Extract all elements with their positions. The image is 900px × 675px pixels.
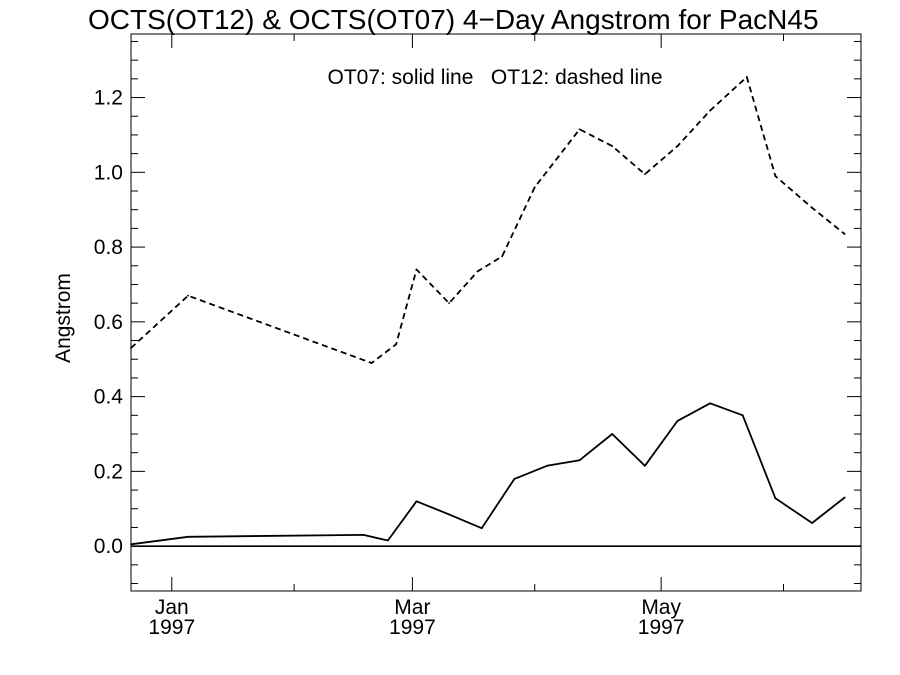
x-tick-year-label: 1997 bbox=[638, 616, 685, 639]
data-point bbox=[513, 477, 516, 480]
y-tick-label: 0.0 bbox=[94, 535, 123, 558]
data-point bbox=[370, 362, 373, 364]
y-tick-label: 1.2 bbox=[94, 87, 123, 110]
data-point bbox=[843, 233, 846, 235]
y-axis: 0.0 0.2 0.4 0.6 0.8 1.0 1.2 bbox=[94, 40, 861, 585]
data-point bbox=[843, 496, 846, 499]
x-tick-month-label: May bbox=[641, 596, 681, 619]
data-point bbox=[480, 527, 483, 530]
data-point bbox=[448, 513, 451, 516]
data-point bbox=[476, 270, 479, 273]
data-point bbox=[709, 109, 712, 112]
data-point bbox=[611, 145, 614, 148]
data-point bbox=[130, 347, 132, 349]
plot-frame bbox=[130, 33, 862, 592]
data-point bbox=[415, 500, 418, 503]
legend-annotation: OT07: solid line OT12: dashed line bbox=[327, 66, 662, 89]
data-point bbox=[745, 76, 748, 78]
data-point bbox=[643, 464, 646, 467]
x-tick-month-label: Jan bbox=[155, 596, 189, 619]
data-point bbox=[578, 459, 581, 462]
data-point bbox=[501, 255, 504, 258]
y-tick-label: 1.0 bbox=[94, 161, 123, 184]
data-point bbox=[643, 173, 646, 176]
data-point bbox=[187, 535, 189, 538]
data-point bbox=[676, 145, 679, 148]
data-point bbox=[774, 175, 777, 177]
data-point bbox=[415, 268, 418, 271]
data-point bbox=[741, 414, 744, 417]
data-point bbox=[578, 128, 581, 131]
y-tick-label: 0.8 bbox=[94, 236, 123, 259]
series-layer bbox=[130, 76, 846, 546]
data-point bbox=[130, 543, 132, 546]
data-point bbox=[709, 402, 712, 405]
data-point bbox=[811, 522, 813, 524]
y-tick-label: 0.4 bbox=[94, 386, 124, 409]
data-point bbox=[395, 343, 397, 346]
data-point bbox=[362, 534, 365, 536]
data-point bbox=[611, 433, 614, 435]
series-line-dashed bbox=[130, 76, 846, 364]
data-point bbox=[774, 497, 777, 500]
x-tick-year-label: 1997 bbox=[389, 616, 436, 639]
y-axis-label: Angstrom bbox=[52, 273, 75, 363]
data-point bbox=[533, 186, 536, 189]
y-tick-label: 0.2 bbox=[94, 460, 123, 483]
data-point bbox=[811, 206, 813, 209]
series-line-solid bbox=[130, 402, 846, 546]
data-point bbox=[387, 539, 389, 542]
data-point bbox=[448, 302, 451, 305]
y-tick-label: 0.6 bbox=[94, 311, 123, 334]
chart-title: OCTS(OT12) & OCTS(OT07) 4−Day Angstrom f… bbox=[88, 4, 819, 35]
data-point bbox=[546, 464, 548, 467]
data-point bbox=[676, 420, 679, 422]
data-point bbox=[187, 294, 189, 297]
x-tick-month-label: Mar bbox=[394, 596, 430, 619]
x-tick-year-label: 1997 bbox=[148, 616, 195, 639]
